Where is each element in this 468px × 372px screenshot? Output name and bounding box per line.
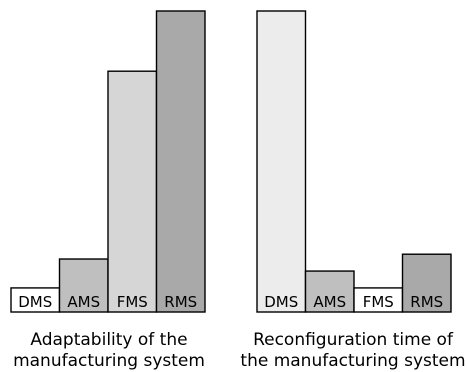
reconfiguration-time-label-rms: RMS (410, 293, 443, 311)
adaptability-chart: DMS AMS FMS RMS Adaptability of the manufac… (10, 10, 206, 371)
reconfiguration-time-caption-line-1: Reconfiguration time of (253, 330, 454, 350)
adaptability-bar-ams (58, 258, 109, 313)
reconfiguration-time-category-labels: DMS AMS FMS RMS (264, 293, 443, 311)
reconfiguration-time-bar-dms (256, 10, 307, 313)
adaptability-label-dms: DMS (18, 293, 52, 311)
adaptability-label-ams: AMS (67, 293, 100, 311)
reconfiguration-time-caption-line-2: the manufacturing system (240, 351, 465, 371)
adaptability-caption-line-2: manufacturing system (13, 351, 205, 371)
adaptability-caption-line-1: Adaptability of the (30, 330, 187, 350)
reconfiguration-time-bar-rms (401, 253, 452, 313)
adaptability-bars (10, 10, 206, 313)
reconfiguration-time-label-fms: FMS (363, 293, 394, 311)
reconfiguration-time-label-ams: AMS (313, 293, 346, 311)
adaptability-bar-rms (155, 10, 206, 313)
adaptability-label-fms: FMS (117, 293, 148, 311)
adaptability-label-rms: RMS (164, 293, 197, 311)
adaptability-category-labels: DMS AMS FMS RMS (18, 293, 197, 311)
reconfiguration-time-chart: DMS AMS FMS RMS Reconfiguration time of the… (240, 10, 466, 371)
adaptability-bar-fms (107, 70, 158, 313)
reconfiguration-time-bars (256, 10, 452, 313)
reconfiguration-time-bar-ams (304, 270, 355, 313)
adaptability-bar-dms (10, 287, 61, 313)
reconfiguration-time-label-dms: DMS (264, 293, 298, 311)
